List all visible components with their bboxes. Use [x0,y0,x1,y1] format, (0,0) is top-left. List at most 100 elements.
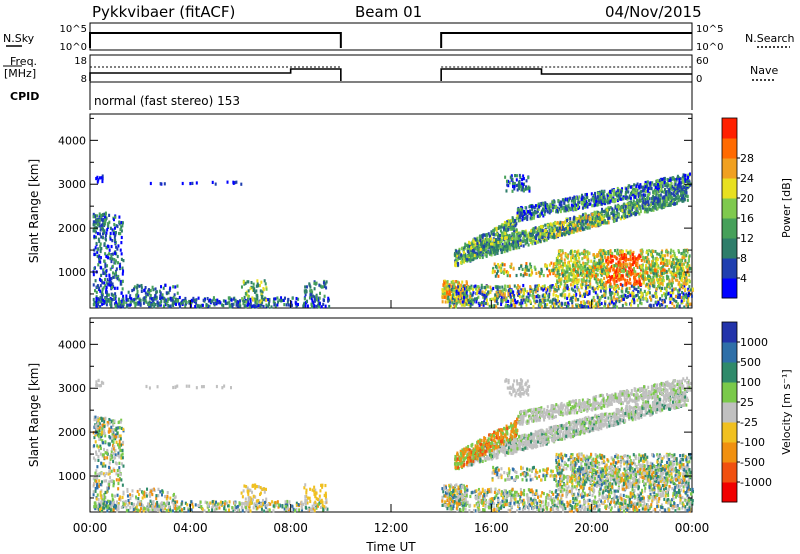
power-cell [485,243,488,248]
power-cell [586,205,589,209]
power-cell [544,286,547,291]
power-cell [252,298,255,302]
power-cell [507,236,510,241]
power-cell [526,290,529,294]
power-cell [113,222,116,227]
power-cell [313,281,316,285]
power-cell [532,296,535,300]
power-cell [572,293,575,297]
power-cell [102,300,105,304]
power-cell [205,302,208,307]
power-cell [585,216,588,220]
power-cell [559,226,562,230]
power-cell [109,231,112,236]
power-cell [483,293,486,298]
power-cell [540,224,543,229]
power-cell [109,235,112,239]
power-cell [574,225,577,229]
power-cell [638,186,641,190]
power-cell [517,237,520,241]
power-cell [562,205,565,210]
power-cell [559,233,562,237]
power-cell [166,299,169,304]
power-cell [108,213,111,217]
power-cell [608,302,611,306]
power-cell [653,204,656,208]
power-cell [148,300,151,304]
power-cell [486,292,489,297]
power-cell [679,198,682,202]
power-cell [562,222,565,227]
power-cell [216,298,219,302]
power-cell [478,240,481,244]
power-cell [134,304,137,308]
power-cell [607,296,610,300]
power-cell [591,204,594,208]
power-cell [619,294,622,299]
power-cell [122,259,125,263]
power-cell [640,189,643,194]
power-cell [534,238,537,242]
power-cell [514,242,517,246]
power-cell [640,250,643,254]
power-cell [523,211,526,215]
power-cell [260,298,263,302]
power-cell [542,230,545,234]
power-cell [553,223,556,227]
power-cell [619,261,622,265]
power-cell [256,298,259,302]
power-cell [669,290,672,295]
power-cell [535,240,538,244]
power-cell [676,184,679,188]
power-cell [324,304,327,308]
power-cell [597,254,600,258]
power-cell [541,285,544,289]
power-cell [479,250,482,254]
power-cell [563,283,566,287]
power-cell [646,207,649,211]
power-cell [604,221,607,225]
power-cell [154,302,157,307]
power-cell [546,288,549,292]
power-cell [611,300,614,304]
power-cell [577,249,580,253]
power-cell [614,297,617,301]
power-cell [612,213,615,217]
power-cell [597,192,600,196]
power-cell [477,285,480,289]
power-cell [650,250,653,254]
power-cell [472,287,475,292]
power-cell [457,300,460,304]
power-cell [647,186,650,191]
power-cell [444,279,447,283]
power-cell [641,206,644,210]
power-cell [567,294,570,298]
power-cell [470,252,473,256]
power-cell [667,291,670,295]
power-cell [243,299,246,304]
power-cell [661,303,664,307]
power-cell [118,220,121,224]
power-cell [597,212,600,217]
power-cell [119,262,122,266]
power-cell [627,295,630,299]
power-cell [556,221,559,225]
power-cell [108,220,111,224]
power-cell [313,304,316,308]
power-cell [616,194,619,198]
power-cell [516,211,519,216]
power-cell [682,180,685,184]
power-cell [629,302,632,306]
power-cell [531,232,534,236]
power-cell [600,195,603,199]
power-cell [614,197,617,202]
power-cell [450,280,453,284]
power-cell [167,291,170,295]
power-cell [673,299,676,303]
power-cell [121,266,124,270]
power-cell [163,297,166,301]
power-cell [637,193,640,197]
power-cell [193,298,196,302]
power-cell [528,238,531,242]
power-cell [97,286,100,290]
